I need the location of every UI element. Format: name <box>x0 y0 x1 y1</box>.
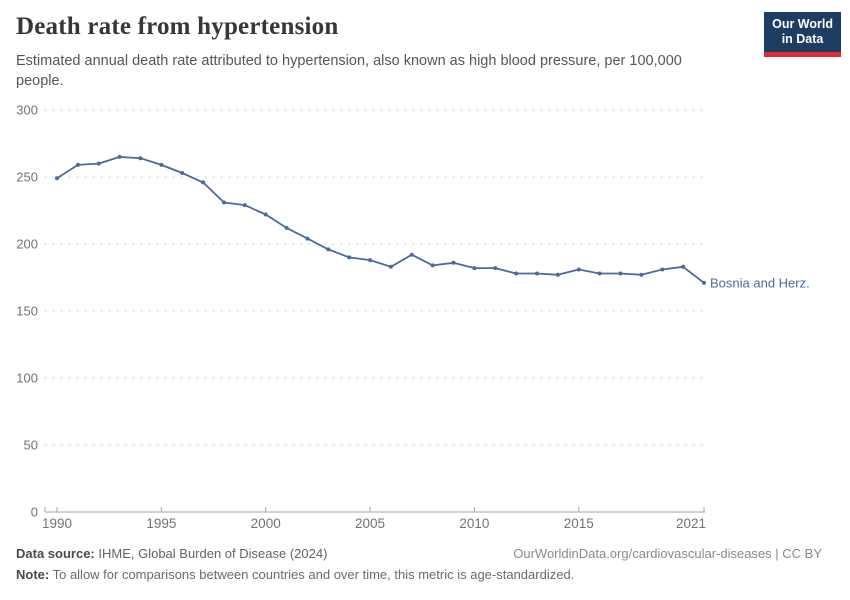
data-point-marker[interactable] <box>75 162 80 167</box>
data-point-marker[interactable] <box>535 271 539 276</box>
owid-logo-line1: Our World <box>772 17 833 31</box>
data-source-value: IHME, Global Burden of Disease (2024) <box>94 546 328 561</box>
y-tick-label: 0 <box>31 505 38 520</box>
y-tick-label: 150 <box>16 304 38 319</box>
data-point-marker[interactable] <box>472 266 477 271</box>
x-tick-label: 2015 <box>564 516 594 531</box>
data-point-marker[interactable] <box>96 161 101 166</box>
data-point-marker[interactable] <box>55 176 59 181</box>
data-point-marker[interactable] <box>430 263 435 268</box>
data-point-marker[interactable] <box>576 267 581 272</box>
x-tick-label: 1995 <box>146 516 176 531</box>
x-tick-label: 2005 <box>355 516 385 531</box>
data-point-marker[interactable] <box>681 264 686 269</box>
data-point-marker[interactable] <box>201 180 206 185</box>
line-chart[interactable]: 0 50 100 150 200 250 300 1990 1995 2000 2005 2010 20… <box>0 0 850 540</box>
data-point-marker[interactable] <box>326 247 331 252</box>
data-point-marker[interactable] <box>555 272 560 277</box>
data-point-marker[interactable] <box>639 272 644 277</box>
x-tick-label: 2021 <box>676 516 706 531</box>
y-tick-label: 250 <box>16 170 38 185</box>
x-tick-label: 2000 <box>251 516 281 531</box>
page-title: Death rate from hypertension <box>16 13 339 40</box>
data-point-marker[interactable] <box>514 271 519 276</box>
note-label: Note: <box>16 567 50 582</box>
x-tick-label: 1990 <box>42 516 72 531</box>
data-point-marker[interactable] <box>159 162 164 167</box>
data-point-marker[interactable] <box>347 255 352 260</box>
data-point-marker[interactable] <box>138 156 143 161</box>
data-point-marker[interactable] <box>618 271 623 276</box>
data-point-marker[interactable] <box>305 236 310 241</box>
data-point-marker[interactable] <box>284 225 289 230</box>
data-point-marker[interactable] <box>702 280 706 285</box>
y-tick-label: 200 <box>16 237 38 252</box>
y-tick-label: 50 <box>24 438 38 453</box>
series-label[interactable]: Bosnia and Herz. <box>710 275 810 290</box>
data-source-line: Data source: IHME, Global Burden of Dise… <box>16 546 327 561</box>
attribution-link[interactable]: OurWorldinData.org/cardiovascular-diseas… <box>513 546 822 561</box>
data-point-marker[interactable] <box>117 154 122 159</box>
owid-logo-line2: in Data <box>781 32 824 47</box>
note-value: To allow for comparisons between countri… <box>49 567 575 582</box>
x-tick-label: 2010 <box>459 516 489 531</box>
data-point-marker[interactable] <box>368 258 373 263</box>
data-point-marker[interactable] <box>242 203 247 208</box>
data-point-marker[interactable] <box>493 266 498 271</box>
data-point-marker[interactable] <box>660 267 665 272</box>
data-point-marker[interactable] <box>388 264 393 269</box>
owid-logo[interactable]: Our World in Data <box>764 12 841 57</box>
y-tick-label: 300 <box>16 103 38 118</box>
data-point-marker[interactable] <box>451 260 456 265</box>
y-tick-label: 100 <box>16 371 38 386</box>
data-point-marker[interactable] <box>597 271 602 276</box>
note-line: Note: To allow for comparisons between c… <box>16 567 574 582</box>
chart-subtitle: Estimated annual death rate attributed t… <box>16 53 682 89</box>
data-point-marker[interactable] <box>180 171 185 175</box>
data-point-marker[interactable] <box>263 212 268 217</box>
data-point-marker[interactable] <box>222 200 226 205</box>
data-point-marker[interactable] <box>409 252 414 257</box>
series-line[interactable] <box>56 156 705 284</box>
data-source-label: Data source: <box>16 546 95 561</box>
